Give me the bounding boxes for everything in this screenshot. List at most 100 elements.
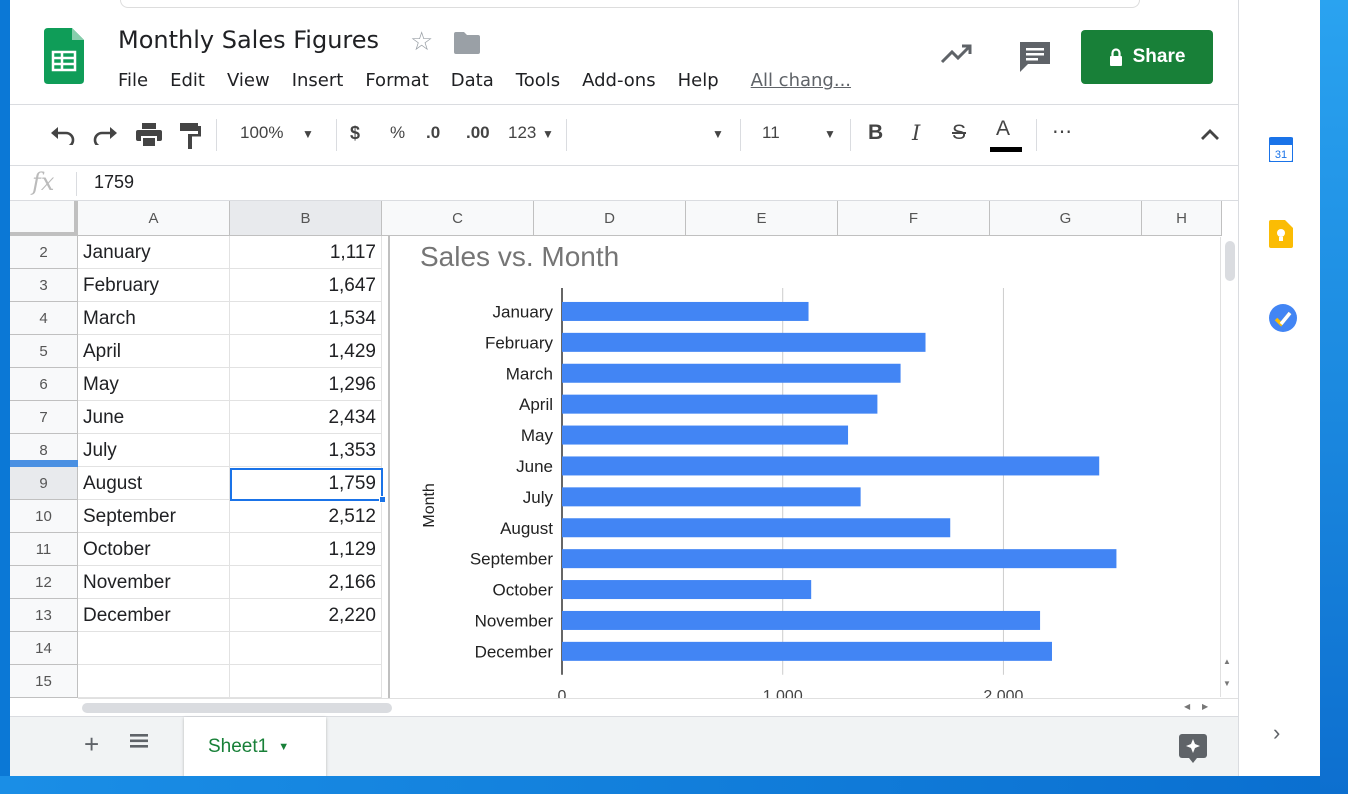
cell-B8[interactable]: 1,353 [230, 434, 382, 467]
sheets-logo-icon[interactable] [44, 28, 84, 84]
cell-A5[interactable]: April [78, 335, 230, 368]
bar-november[interactable] [562, 610, 1041, 630]
scroll-left-arrow-icon[interactable]: ◀ [1184, 702, 1191, 711]
cell-A7[interactable]: June [78, 401, 230, 434]
cell-B10[interactable]: 2,512 [230, 500, 382, 533]
document-title[interactable]: Monthly Sales Figures [118, 26, 380, 54]
menu-edit[interactable]: Edit [170, 70, 205, 91]
chevron-down-icon[interactable]: ▼ [302, 127, 314, 141]
strikethrough-button[interactable]: S [952, 121, 967, 144]
menu-tools[interactable]: Tools [515, 70, 561, 91]
cell-B3[interactable]: 1,647 [230, 269, 382, 302]
row-header-12[interactable]: 12 [10, 566, 78, 599]
cell-A10[interactable]: September [78, 500, 230, 533]
comment-icon[interactable] [1018, 40, 1052, 72]
row-header-14[interactable]: 14 [10, 632, 78, 665]
explore-icon[interactable] [1178, 733, 1208, 763]
column-header-C[interactable]: C [382, 201, 534, 236]
cell-A15[interactable] [78, 665, 230, 698]
cell-A2[interactable]: January [78, 236, 230, 269]
cell-A14[interactable] [78, 632, 230, 665]
folder-icon[interactable] [454, 32, 480, 54]
more-formats-button[interactable]: 123 [508, 123, 537, 142]
cell-A4[interactable]: March [78, 302, 230, 335]
bar-august[interactable] [562, 518, 951, 538]
vertical-scrollbar[interactable]: ▲ ▼ [1220, 237, 1238, 697]
print-icon[interactable] [136, 123, 162, 147]
row-header-2[interactable]: 2 [10, 236, 78, 269]
star-icon[interactable]: ☆ [410, 26, 434, 56]
bar-december[interactable] [562, 641, 1052, 661]
row-header-6[interactable]: 6 [10, 368, 78, 401]
collapse-chevron-up-icon[interactable] [1200, 127, 1220, 141]
cell-A11[interactable]: October [78, 533, 230, 566]
cell-B12[interactable]: 2,166 [230, 566, 382, 599]
cell-B11[interactable]: 1,129 [230, 533, 382, 566]
column-header-A[interactable]: A [78, 201, 230, 236]
row-header-15[interactable]: 15 [10, 665, 78, 698]
cell-A13[interactable]: December [78, 599, 230, 632]
bar-october[interactable] [562, 580, 812, 600]
embedded-chart[interactable]: Sales vs. Month Month January February Mar… [388, 236, 1220, 698]
redo-icon[interactable] [92, 125, 118, 145]
activity-trend-icon[interactable] [940, 42, 972, 64]
vertical-scroll-thumb[interactable] [1225, 241, 1235, 281]
text-color-button[interactable]: A [996, 117, 1011, 140]
sheet-tab-chevron-down-icon[interactable]: ▼ [278, 741, 290, 753]
all-sheets-list-icon[interactable] [128, 731, 150, 751]
menu-file[interactable]: File [118, 70, 149, 91]
all-changes-link[interactable]: All chang... [750, 70, 852, 91]
menu-view[interactable]: View [226, 70, 270, 91]
column-header-H[interactable]: H [1142, 201, 1222, 236]
scroll-up-arrow-icon[interactable]: ▲ [1223, 657, 1231, 666]
scroll-down-arrow-icon[interactable]: ▼ [1223, 679, 1231, 688]
tasks-icon[interactable] [1269, 304, 1297, 332]
bold-button[interactable]: B [868, 121, 884, 144]
cell-B14[interactable] [230, 632, 382, 665]
bar-february[interactable] [562, 332, 926, 352]
column-header-F[interactable]: F [838, 201, 990, 236]
bar-march[interactable] [562, 363, 901, 383]
menu-insert[interactable]: Insert [291, 70, 344, 91]
add-sheet-button[interactable]: + [84, 729, 100, 759]
menu-addons[interactable]: Add-ons [582, 70, 656, 91]
fill-handle[interactable] [379, 496, 386, 503]
cell-A6[interactable]: May [78, 368, 230, 401]
cell-B4[interactable]: 1,534 [230, 302, 382, 335]
italic-button[interactable]: I [912, 121, 921, 145]
scroll-right-arrow-icon[interactable]: ▶ [1202, 702, 1209, 711]
horizontal-scrollbar[interactable]: ◀ ▶ [78, 698, 1238, 716]
selected-cell-B9[interactable] [230, 468, 383, 501]
bar-may[interactable] [562, 425, 849, 445]
side-panel-chevron-right-icon[interactable]: › [1273, 720, 1281, 745]
cell-B7[interactable]: 2,434 [230, 401, 382, 434]
cell-B6[interactable]: 1,296 [230, 368, 382, 401]
sheet-tab-sheet1[interactable]: Sheet1 ▼ [184, 717, 326, 776]
column-header-E[interactable]: E [686, 201, 838, 236]
cell-A3[interactable]: February [78, 269, 230, 302]
more-options-icon[interactable]: ⋯ [1052, 121, 1072, 143]
select-all-corner[interactable] [10, 201, 78, 236]
chevron-down-icon[interactable]: ▼ [824, 127, 836, 141]
column-header-B[interactable]: B [230, 201, 382, 236]
paint-format-icon[interactable] [180, 123, 202, 149]
bar-july[interactable] [562, 487, 861, 507]
currency-format-button[interactable]: $ [350, 123, 361, 143]
column-header-D[interactable]: D [534, 201, 686, 236]
column-header-G[interactable]: G [990, 201, 1142, 236]
horizontal-scroll-thumb[interactable] [82, 703, 392, 713]
row-header-11[interactable]: 11 [10, 533, 78, 566]
bar-april[interactable] [562, 394, 878, 414]
row-header-9[interactable]: 9 [10, 467, 78, 500]
row-header-4[interactable]: 4 [10, 302, 78, 335]
undo-icon[interactable] [50, 125, 76, 145]
calendar-icon[interactable]: 31 [1269, 136, 1293, 162]
zoom-select[interactable]: 100% [240, 123, 284, 142]
row-header-7[interactable]: 7 [10, 401, 78, 434]
row-header-13[interactable]: 13 [10, 599, 78, 632]
cell-A12[interactable]: November [78, 566, 230, 599]
cell-B2[interactable]: 1,117 [230, 236, 382, 269]
bar-september[interactable] [562, 549, 1117, 569]
increase-decimal-button[interactable]: .00 [466, 123, 490, 142]
menu-format[interactable]: Format [365, 70, 429, 91]
